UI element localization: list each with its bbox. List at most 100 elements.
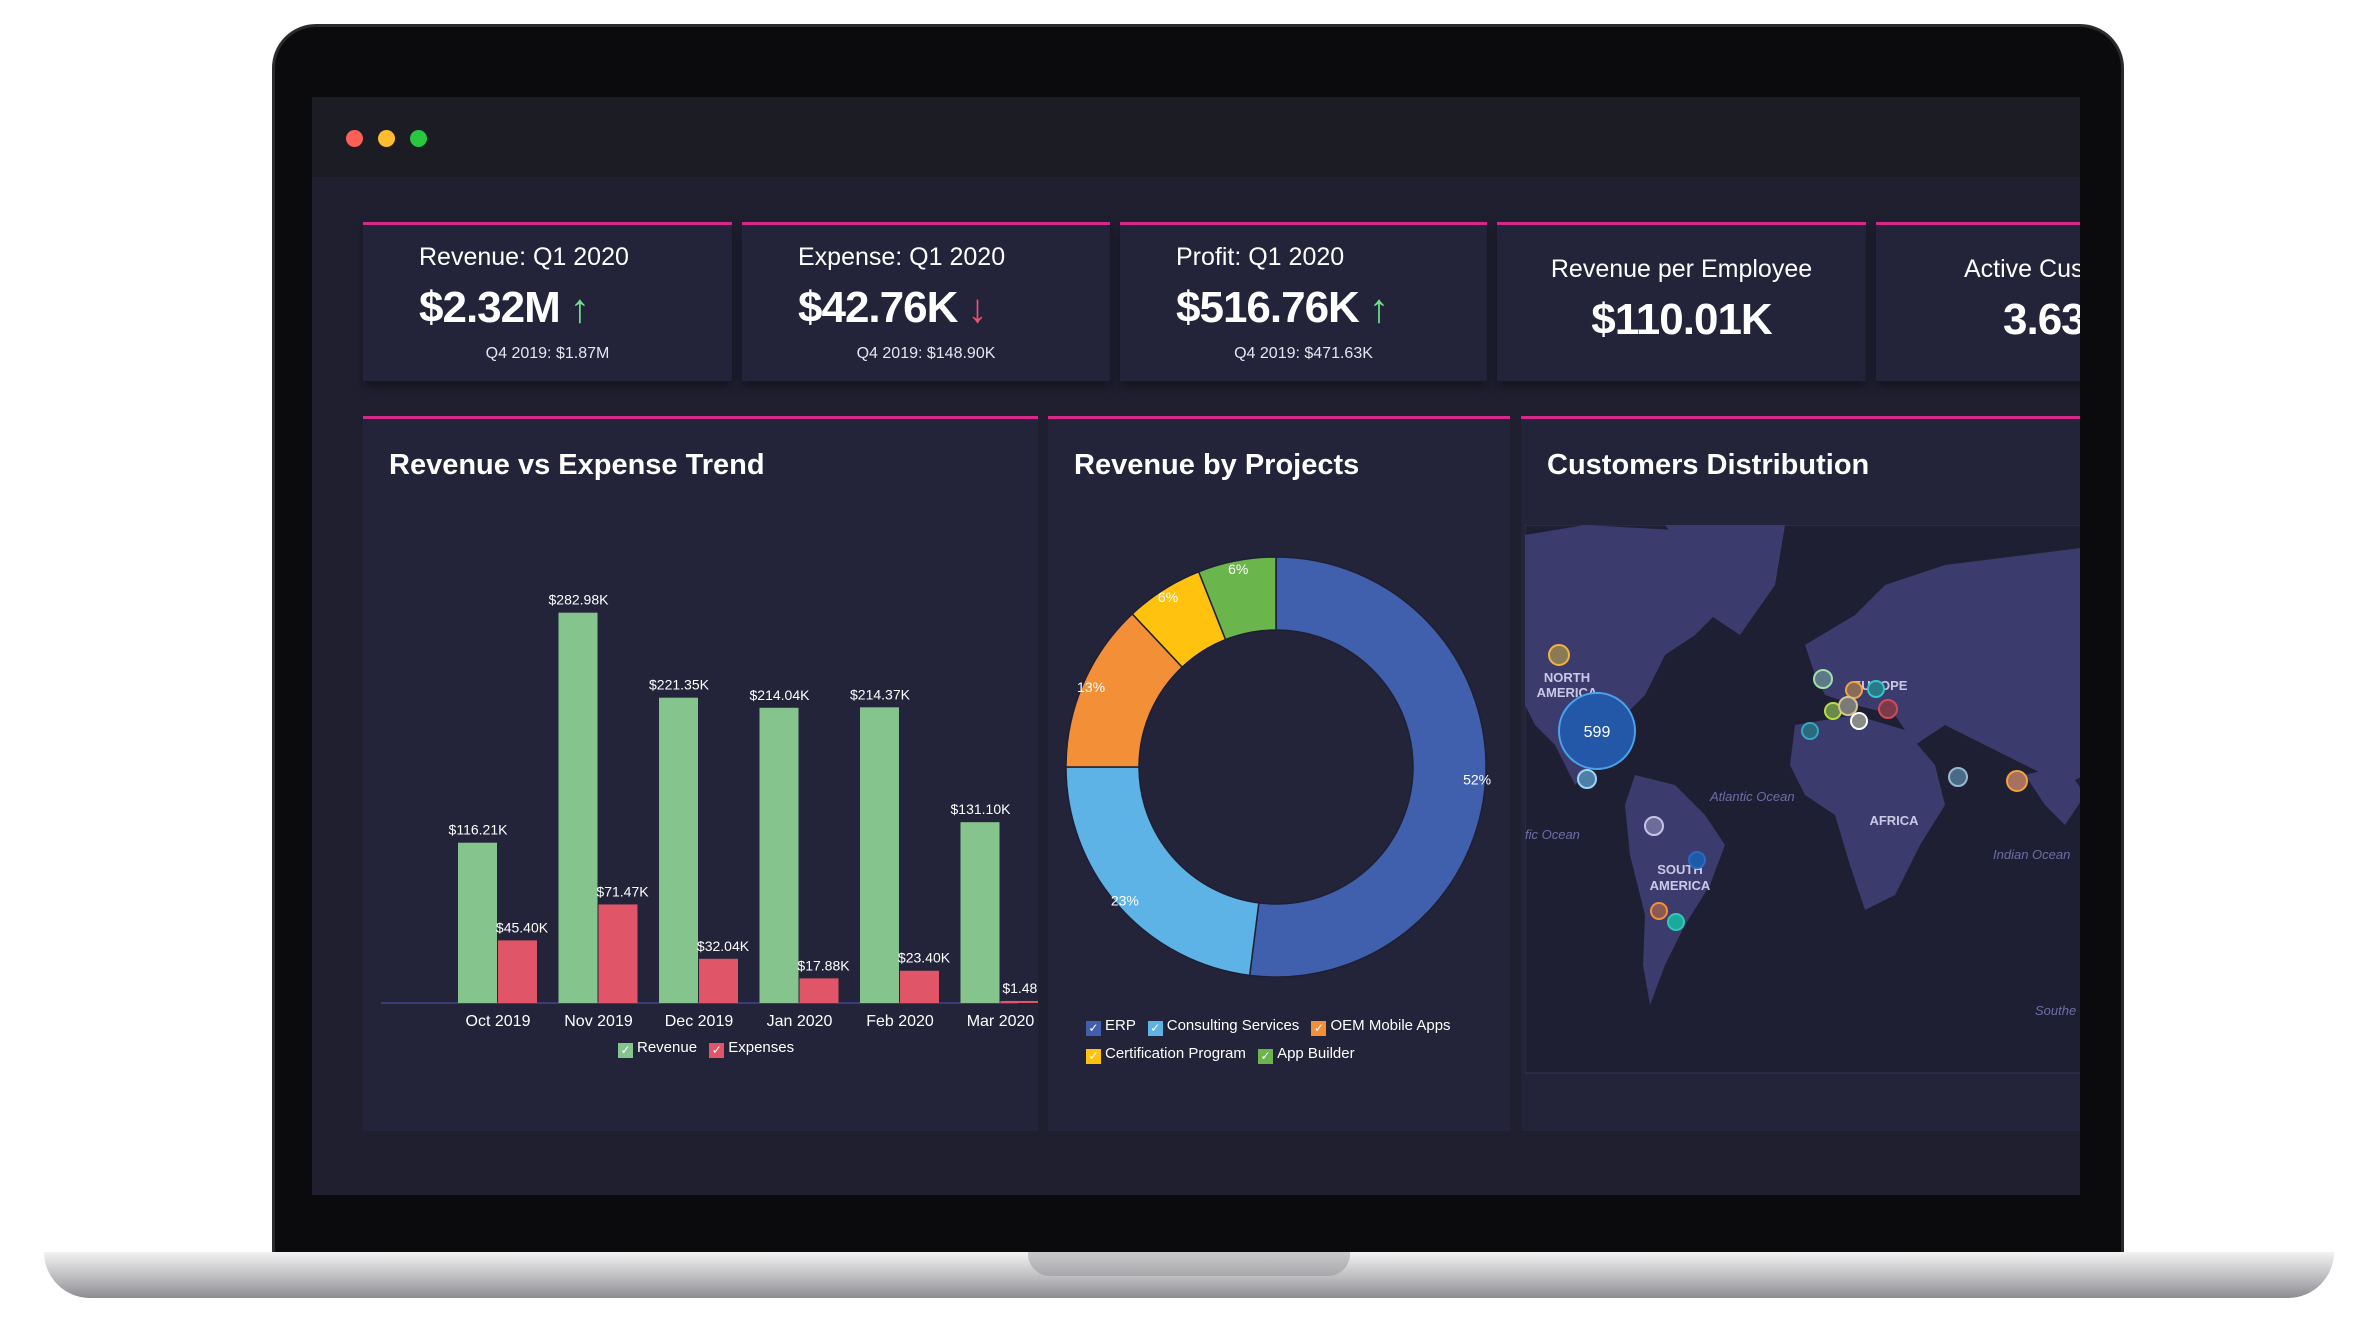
checkbox-icon: ✓: [1086, 1021, 1101, 1036]
data-label: $214.37K: [850, 686, 911, 702]
bar-revenue: [960, 822, 1000, 1003]
kpi-card-revenue-per-employee[interactable]: Revenue per Employee $110.01K: [1497, 222, 1866, 381]
ocean-label: fic Ocean: [1525, 827, 1580, 842]
bar-revenue: [759, 707, 799, 1003]
ocean-label: Indian Ocean: [1993, 847, 2070, 862]
arrow-up-icon: ↑: [1368, 287, 1389, 331]
checkbox-icon: ✓: [1147, 1021, 1163, 1036]
kpi-value: $516.76K: [1176, 283, 1360, 332]
revenue-projects-panel: Revenue by Projects 52% 23% 13% 6% 6% ✓ ERP ✓…: [1048, 416, 1510, 1131]
data-label: $1.48K: [1002, 980, 1038, 996]
kpi-card-profit[interactable]: Profit: Q1 2020 $516.76K ↑ Q4 2019: $471.…: [1120, 222, 1487, 381]
bar-legend: ✓ Revenue ✓ Expenses: [610, 1039, 794, 1058]
bar-expenses: [498, 940, 537, 1003]
bar-expenses: [900, 970, 939, 1003]
bubble-label: 599: [1584, 724, 1611, 741]
arrow-up-icon: ↑: [569, 287, 590, 331]
bar-revenue: [458, 842, 497, 1003]
data-label: $131.10K: [951, 801, 1012, 817]
kpi-value: $110.01K: [1591, 295, 1772, 344]
minimize-button[interactable]: [378, 130, 395, 147]
region-label: AMERICA: [1650, 878, 1711, 893]
data-label: $32.04K: [697, 938, 750, 954]
legend-item-app-builder[interactable]: ✓ App Builder: [1250, 1045, 1355, 1064]
kpi-card-revenue[interactable]: Revenue: Q1 2020 $2.32M ↑ Q4 2019: $1.87M: [363, 222, 732, 381]
arrow-down-icon: ↓: [967, 287, 987, 331]
region-label: AFRICA: [1869, 813, 1919, 828]
maximize-button[interactable]: [410, 130, 427, 147]
slice-consulting-services: [1065, 766, 1260, 977]
kpi-compare: Q4 2019: $148.90K: [856, 345, 996, 362]
kpi-value: $2.32M: [419, 283, 561, 332]
data-label: $45.40K: [496, 919, 549, 935]
data-label: $282.98K: [549, 592, 610, 608]
kpi-title: Expense: Q1 2020: [798, 243, 1006, 271]
x-tick-label: Dec 2019: [665, 1013, 734, 1030]
kpi-title: Active Cus: [1964, 255, 2080, 283]
bar-chart: $116.21K $45.40K Oct 2019 $282.98K $71.47K No…: [381, 592, 1038, 1030]
data-label: $71.47K: [596, 883, 649, 899]
panel-title: Revenue vs Expense Trend: [389, 449, 765, 481]
slice-erp: [1248, 556, 1487, 978]
legend-item-erp[interactable]: ✓ ERP: [1086, 1017, 1136, 1036]
slice-label: 13%: [1077, 679, 1105, 695]
laptop-notch: [1028, 1252, 1350, 1276]
slice-label: 23%: [1111, 892, 1139, 908]
legend-item-expenses[interactable]: ✓ Expenses: [701, 1039, 794, 1058]
bubble-599: [1558, 692, 1636, 770]
kpi-title: Revenue: Q1 2020: [419, 243, 629, 271]
slice-label: 52%: [1463, 772, 1491, 788]
kpi-title: Revenue per Employee: [1550, 255, 1813, 283]
customer-bubbles[interactable]: [1548, 644, 2028, 931]
window-titlebar: [312, 97, 2080, 177]
bar-revenue: [558, 612, 598, 1003]
data-label: $221.35K: [649, 677, 710, 693]
x-tick-label: Oct 2019: [466, 1013, 531, 1030]
checkbox-icon: ✓: [1258, 1049, 1274, 1064]
legend-item-consulting[interactable]: ✓ Consulting Services: [1140, 1017, 1299, 1036]
donut-legend: ✓ ERP ✓ Consulting Services ✓ OEM Mobile Ap…: [1086, 1012, 1451, 1068]
close-button[interactable]: [346, 130, 363, 147]
legend-item-certification[interactable]: ✓ Certification Program: [1086, 1045, 1246, 1064]
bar-expenses: [799, 978, 839, 1003]
checkbox-icon: ✓: [709, 1043, 725, 1058]
slice-label: 6%: [1158, 589, 1178, 605]
bar-revenue: [659, 697, 698, 1003]
ocean-label: Southe: [2035, 1003, 2076, 1018]
data-label: $116.21K: [449, 822, 509, 838]
ocean-label: Atlantic Ocean: [1709, 789, 1795, 804]
data-label: $23.40K: [898, 950, 951, 966]
kpi-card-expense[interactable]: Expense: Q1 2020 $42.76K ↓ Q4 2019: $148.…: [742, 222, 1110, 381]
panel-title: Revenue by Projects: [1074, 449, 1360, 481]
x-tick-label: Feb 2020: [866, 1013, 934, 1030]
legend-item-oem[interactable]: ✓ OEM Mobile Apps: [1303, 1017, 1451, 1036]
donut-chart: 52% 23% 13% 6% 6%: [1065, 556, 1491, 978]
data-label: $214.04K: [750, 687, 811, 703]
slice-app-builder: [1197, 556, 1277, 641]
revenue-expense-panel: Revenue vs Expense Trend $116.21K $45.40K…: [363, 416, 1038, 1131]
bar-expenses: [699, 958, 738, 1003]
kpi-value: $42.76K: [798, 283, 958, 332]
dashboard-screen: Revenue: Q1 2020 $2.32M ↑ Q4 2019: $1.87M…: [312, 97, 2080, 1195]
customers-distribution-panel: Customers Distribution NORTH AMERICA EUR…: [1521, 416, 2080, 1131]
bar-revenue: [860, 707, 899, 1003]
checkbox-icon: ✓: [618, 1043, 633, 1058]
kpi-compare: Q4 2019: $471.63K: [1234, 345, 1373, 362]
bar-expenses: [1000, 1000, 1038, 1003]
x-tick-label: Mar 2020: [967, 1013, 1035, 1030]
x-tick-label: Nov 2019: [564, 1013, 633, 1030]
legend-item-revenue[interactable]: ✓ Revenue: [610, 1039, 697, 1058]
region-label: NORTH: [1544, 670, 1590, 685]
slice-label: 6%: [1228, 561, 1248, 577]
kpi-card-active-customers[interactable]: Active Cus 3.63: [1876, 222, 2080, 381]
kpi-value: 3.63: [2003, 295, 2080, 344]
checkbox-icon: ✓: [1311, 1021, 1327, 1036]
x-tick-label: Jan 2020: [767, 1013, 833, 1030]
kpi-title: Profit: Q1 2020: [1176, 243, 1345, 271]
world-map[interactable]: NORTH AMERICA EUROPE AFRICA SOUTH AMERIC…: [1525, 525, 2080, 1085]
panel-title: Customers Distribution: [1547, 449, 1870, 481]
bar-expenses: [598, 904, 638, 1003]
checkbox-icon: ✓: [1086, 1049, 1101, 1064]
kpi-compare: Q4 2019: $1.87M: [485, 345, 610, 362]
data-label: $17.88K: [797, 957, 850, 973]
